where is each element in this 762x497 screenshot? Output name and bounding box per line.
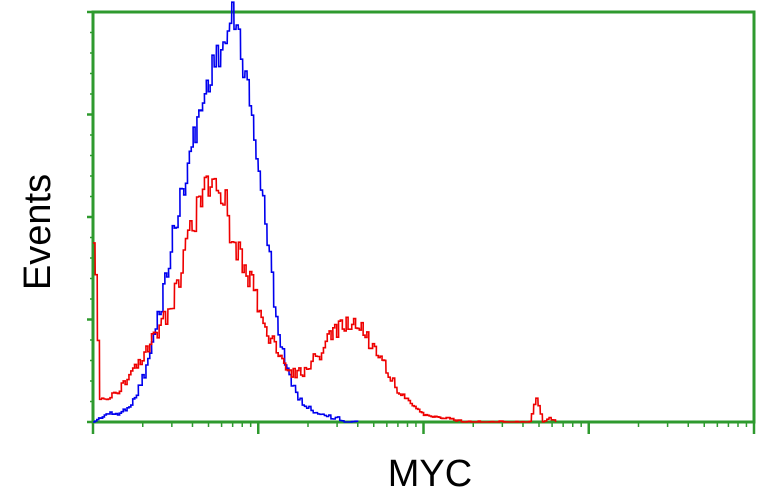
x-axis-label: MYC <box>388 453 472 495</box>
histogram-series-line <box>93 1 359 423</box>
y-axis-label: Events <box>17 174 59 290</box>
series-layer <box>93 1 557 423</box>
plot-frame <box>91 10 756 424</box>
y-axis-ticks <box>87 10 93 424</box>
x-axis-ticks <box>91 422 756 434</box>
histogram-series-line <box>93 175 557 423</box>
